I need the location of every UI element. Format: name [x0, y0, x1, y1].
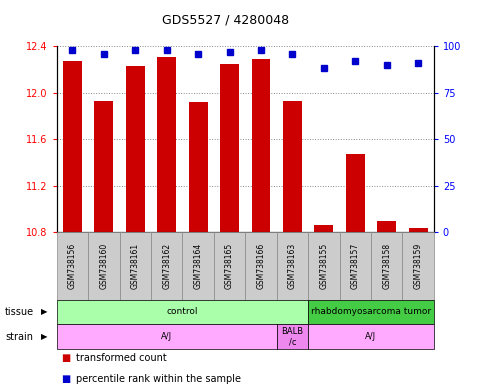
Text: control: control [167, 308, 198, 316]
Text: BALB
/c: BALB /c [282, 327, 304, 347]
Bar [94, 101, 113, 232]
Text: GSM738160: GSM738160 [99, 243, 108, 289]
Bar [157, 56, 176, 232]
Bar [251, 59, 270, 232]
Text: percentile rank within the sample: percentile rank within the sample [76, 374, 242, 384]
Text: GSM738165: GSM738165 [225, 243, 234, 289]
Bar [126, 66, 145, 232]
Text: GSM738158: GSM738158 [382, 243, 391, 289]
Text: GSM738163: GSM738163 [288, 243, 297, 289]
Text: tissue: tissue [5, 307, 34, 317]
Bar [346, 154, 365, 232]
Text: strain: strain [5, 332, 33, 342]
Text: GSM738164: GSM738164 [194, 243, 203, 289]
Bar [63, 61, 82, 232]
Text: GSM738156: GSM738156 [68, 243, 77, 289]
Text: ▶: ▶ [41, 333, 48, 341]
Bar [377, 221, 396, 232]
Text: GDS5527 / 4280048: GDS5527 / 4280048 [162, 13, 289, 26]
Text: GSM738161: GSM738161 [131, 243, 140, 289]
Bar [409, 228, 427, 232]
Bar [220, 63, 239, 232]
Bar [315, 225, 333, 232]
Text: transformed count: transformed count [76, 353, 167, 363]
Text: ■: ■ [62, 353, 71, 363]
Text: GSM738162: GSM738162 [162, 243, 171, 289]
Text: rhabdomyosarcoma tumor: rhabdomyosarcoma tumor [311, 308, 431, 316]
Text: GSM738166: GSM738166 [256, 243, 266, 289]
Text: A/J: A/J [161, 333, 172, 341]
Text: ▶: ▶ [41, 308, 48, 316]
Text: GSM738159: GSM738159 [414, 243, 423, 289]
Text: ■: ■ [62, 374, 71, 384]
Text: GSM738157: GSM738157 [351, 243, 360, 289]
Text: GSM738155: GSM738155 [319, 243, 328, 289]
Text: A/J: A/J [365, 333, 377, 341]
Bar [189, 102, 208, 232]
Bar [283, 101, 302, 232]
